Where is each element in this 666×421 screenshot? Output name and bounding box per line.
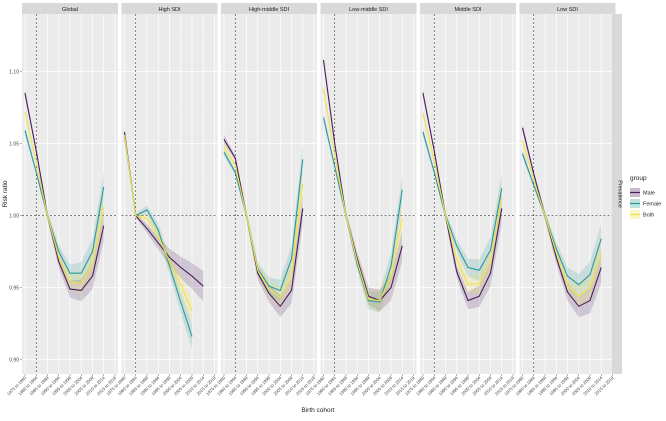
facet-strip <box>22 3 118 14</box>
facet-strip <box>221 3 317 14</box>
series-line-both <box>521 140 602 297</box>
row-strip <box>612 14 622 374</box>
facet-strip <box>320 3 417 14</box>
series-line-both <box>422 113 503 286</box>
legend-label: Female <box>643 202 661 208</box>
legend-label: Both <box>643 213 654 219</box>
series-line-male <box>521 127 602 307</box>
confidence-band <box>323 55 403 312</box>
legend-title: group <box>630 175 647 182</box>
series-line-male <box>24 93 105 292</box>
series-line-female <box>521 153 602 286</box>
series-line-male <box>422 93 503 302</box>
y-tick-label: 0.90 <box>9 358 19 364</box>
series-line-female <box>24 130 105 274</box>
row-strip-label: Prevalence <box>617 180 623 208</box>
facet-title: High SDI <box>158 7 180 13</box>
series-line-both <box>24 111 105 284</box>
facet-strip <box>519 3 616 14</box>
facet-title: Low SDI <box>557 7 578 13</box>
confidence-band <box>522 123 602 318</box>
y-tick-label: 0.95 <box>9 286 19 292</box>
series-line-both <box>223 146 304 299</box>
facet-title: High-middle SDI <box>249 7 290 13</box>
legend-label: Male <box>643 191 655 197</box>
facet-strip <box>420 3 516 14</box>
legend: group Male Female Both <box>630 175 661 219</box>
y-axis-title: Risk ratio <box>2 180 9 207</box>
series-line-female <box>322 117 403 303</box>
facet-title: Middle SDI <box>455 7 482 13</box>
series-line-male <box>223 138 304 307</box>
facet-title: Global <box>62 7 78 13</box>
facet-title: Low-middle SDI <box>349 7 388 13</box>
confidence-band <box>423 127 502 282</box>
series-line-male <box>123 132 204 287</box>
series-line-both <box>123 134 193 311</box>
confidence-band <box>124 130 192 324</box>
confidence-band <box>522 149 602 296</box>
facet-strip <box>121 3 218 14</box>
x-axis-title: Birth cohort <box>301 407 334 414</box>
y-tick-label: 1.10 <box>9 70 19 76</box>
series-line-male <box>322 60 403 302</box>
confidence-band <box>124 127 204 302</box>
series-line-female <box>422 131 503 271</box>
series-line-both <box>322 88 403 302</box>
series-line-female <box>223 151 304 292</box>
y-tick-label: 1.00 <box>9 214 19 220</box>
y-tick-label: 1.05 <box>9 142 19 148</box>
